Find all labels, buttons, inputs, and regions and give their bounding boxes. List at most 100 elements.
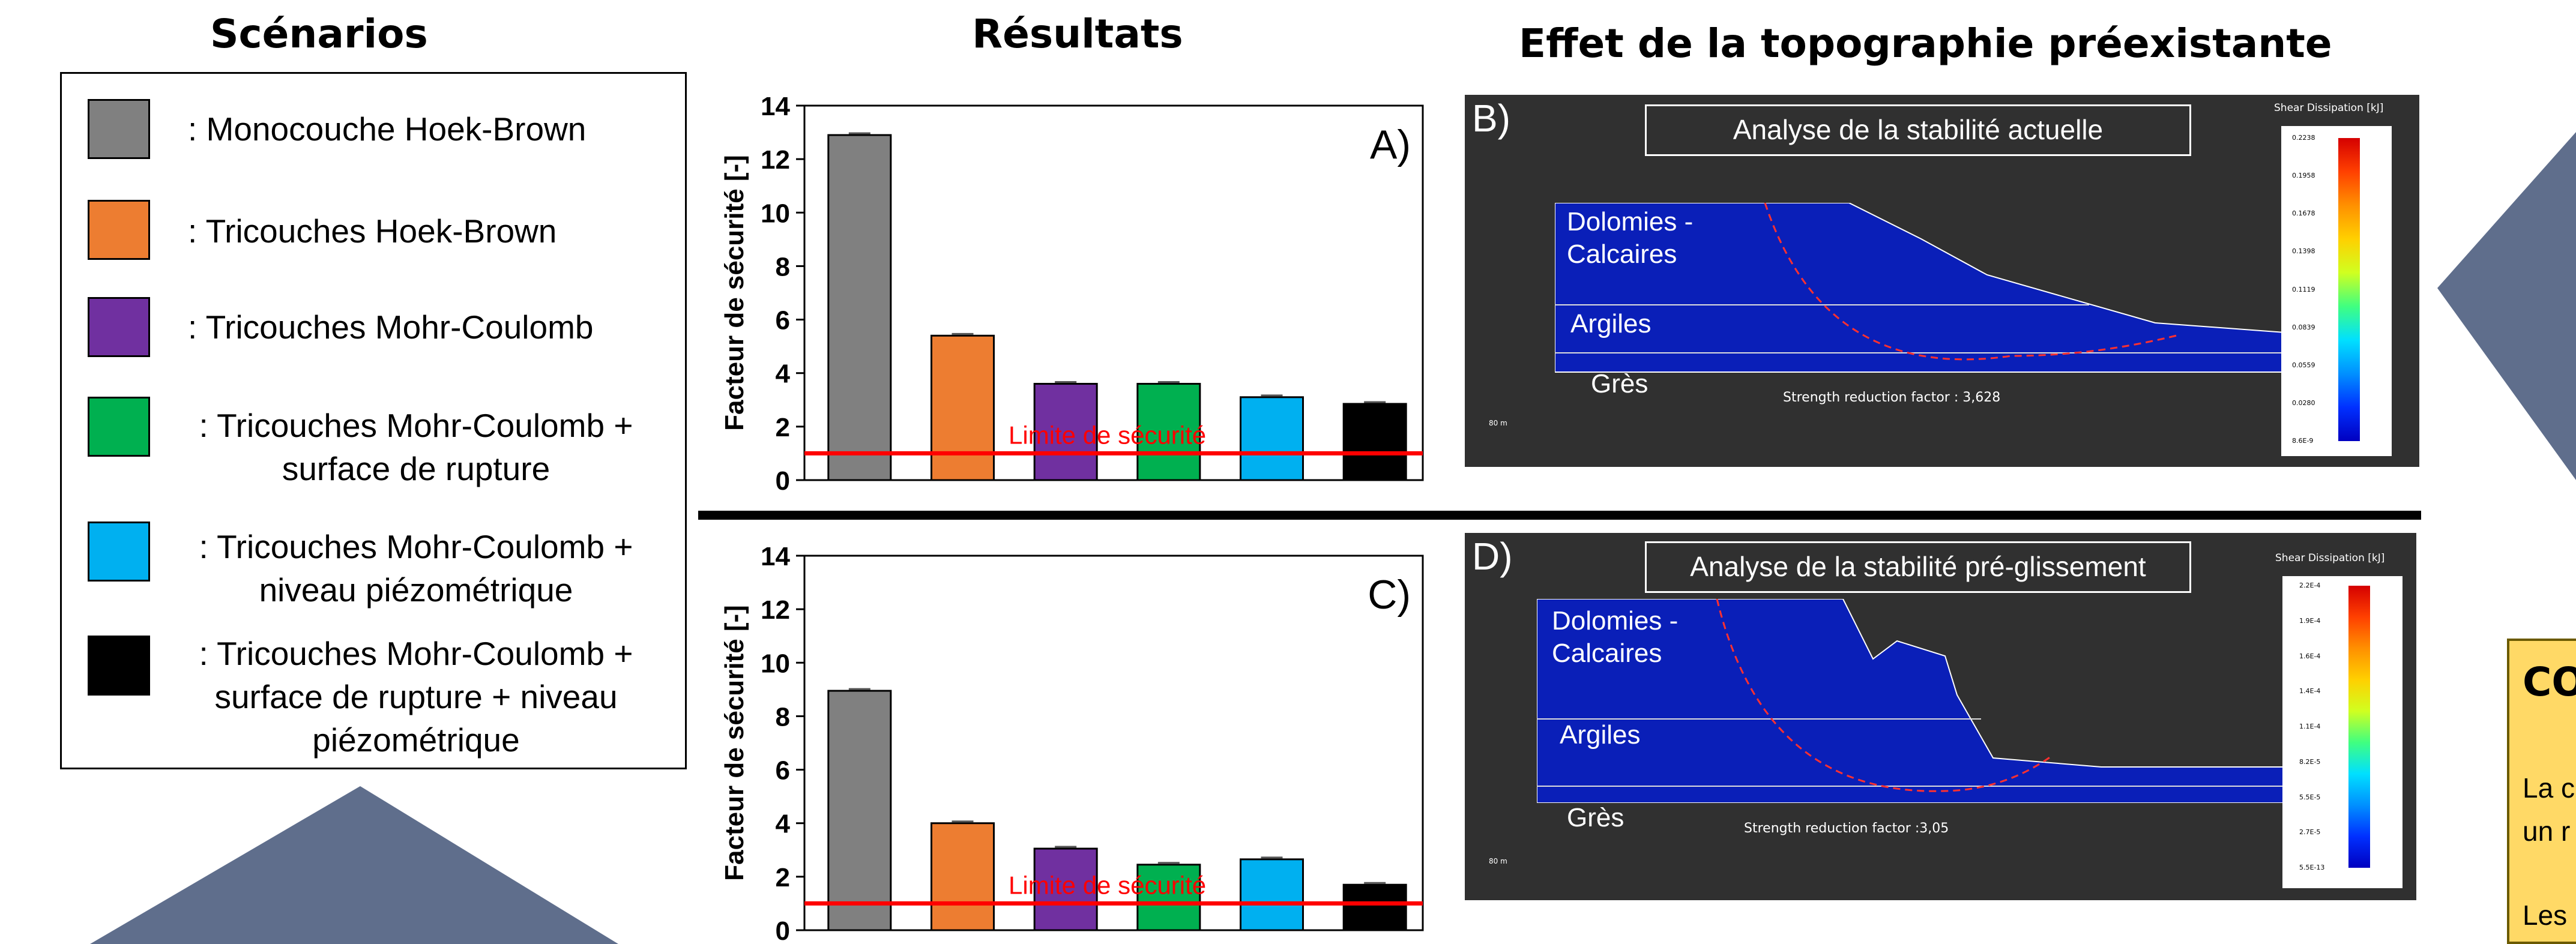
- scale-label-d: 80 m: [1489, 857, 1507, 865]
- colorbar-tick-label: 0.0839: [2292, 323, 2315, 331]
- layer-label-gres-d: Grès: [1567, 803, 1624, 832]
- bar: [1342, 883, 1407, 931]
- plot-frame: [803, 104, 1424, 481]
- y-axis-label: Facteur de sécurité [-]: [720, 605, 749, 881]
- threshold-label: Limite de sécurité: [1009, 871, 1206, 899]
- legend-label: : Monocouche Hoek-Brown: [188, 110, 587, 148]
- colorbar-tick-label: 5.5E-13: [2299, 864, 2325, 871]
- chart-a: 0 2 4 6 8 10 12 14 Facteur de sécurité [-] Limite…: [720, 92, 1424, 492]
- colorbar-tick-label: 2.2E-4: [2299, 582, 2321, 589]
- colorbar-tick-label: 5.5E-5: [2299, 793, 2321, 801]
- colorbar-tick-label: 1.9E-4: [2299, 616, 2321, 625]
- layer-label-dolomies-b: Dolomies - Calcaires: [1567, 207, 1694, 269]
- divider: [698, 511, 2421, 520]
- panel-label: C): [1368, 572, 1411, 618]
- slope-model-d: [1537, 599, 2299, 803]
- layer-label-dolomies-d: Dolomies - Calcaires: [1552, 606, 1679, 668]
- srf-label-b: Strength reduction factor : 3,628: [1783, 390, 2001, 405]
- arrow-up-icon: [90, 786, 618, 944]
- bar: [1240, 396, 1304, 481]
- srf-label-d: Strength reduction factor :3,05: [1744, 821, 1949, 836]
- scenario-legend: : Monocouche Hoek-Brown : Tricouches Hoe…: [60, 72, 687, 769]
- conclusion-line: Les: [2523, 900, 2568, 931]
- bar: [1033, 383, 1098, 481]
- legend-swatch-mc-rupture: [88, 397, 150, 457]
- colorbar-d: [2348, 586, 2370, 868]
- bar: [1136, 864, 1201, 931]
- y-tick-label: 14: [761, 92, 790, 121]
- topography-header: Effet de la topographie préexistante: [1519, 20, 2332, 67]
- colorbar-tick-label: 8.6E-9: [2292, 437, 2314, 445]
- y-tick-label: 0: [776, 466, 790, 492]
- panel-label: A): [1370, 122, 1411, 167]
- y-tick-label: 8: [776, 702, 790, 732]
- chart-c: 0 2 4 6 8 10 12 14 Facteur de sécurité [-] Limite…: [720, 542, 1424, 944]
- legend-label: : Tricouches Mohr-Coulomb: [188, 308, 594, 346]
- layer-label-gres-b: Grès: [1591, 369, 1648, 398]
- y-tick-label: 4: [776, 810, 791, 839]
- legend-label: : Tricouches Mohr-Coulomb + surface de r…: [199, 407, 633, 487]
- colorbar-tick-label: 0.1958: [2292, 172, 2315, 180]
- colorbar-tick-label: 0.1678: [2292, 209, 2315, 218]
- legend-swatch-mc-piezo: [88, 522, 150, 582]
- conclusion-box: CO La c un r Les: [2507, 639, 2576, 944]
- colorbar-tick-label: 0.1119: [2292, 285, 2315, 293]
- simulation-panel-d: D) Analyse de la stabilité pré-glissemen…: [1465, 533, 2416, 900]
- y-tick-label: 10: [761, 199, 790, 228]
- arrow-left-icon: [2437, 132, 2576, 480]
- y-tick-label: 14: [761, 542, 790, 571]
- legend-label: : Tricouches Mohr-Coulomb + surface de r…: [199, 635, 633, 759]
- colorbar-title-b: Shear Dissipation [kJ]: [2274, 102, 2384, 114]
- bar: [827, 134, 892, 481]
- legend-swatch-tricouches-hb: [88, 200, 150, 260]
- legend-label: : Tricouches Hoek-Brown: [188, 212, 557, 250]
- plot-frame: [803, 555, 1424, 931]
- scale-label-b: 80 m: [1489, 419, 1507, 427]
- layer-label-argiles-b: Argiles: [1570, 309, 1651, 338]
- y-tick-label: 12: [761, 145, 790, 175]
- y-tick-label: 4: [776, 359, 791, 389]
- colorbar-title-d: Shear Dissipation [kJ]: [2275, 552, 2385, 564]
- legend-swatch-mc-rupture-piezo: [88, 636, 150, 696]
- colorbar-tick-label: 0.0559: [2292, 361, 2315, 369]
- panel-label-d: D): [1472, 535, 1513, 578]
- y-tick-label: 6: [776, 306, 790, 335]
- legend-swatch-tricouches-mc: [88, 297, 150, 357]
- y-tick-label: 0: [776, 916, 790, 944]
- bar: [1136, 383, 1201, 481]
- sim-d-title: Analyse de la stabilité pré-glissement: [1645, 541, 2191, 593]
- colorbar-panel-b: Shear Dissipation [kJ] 0.2238 0.1958 0.167…: [2274, 102, 2392, 456]
- bar: [1033, 847, 1098, 931]
- slope-model-b: [1555, 203, 2317, 373]
- y-tick-label: 12: [761, 595, 790, 625]
- results-header: Résultats: [972, 11, 1183, 57]
- colorbar-tick-label: 2.7E-5: [2299, 828, 2321, 837]
- legend-label: : Tricouches Mohr-Coulomb + niveau piézo…: [199, 528, 633, 609]
- scenarios-header: Scénarios: [210, 11, 428, 57]
- y-tick-label: 10: [761, 649, 790, 678]
- colorbar-tick-label: 1.4E-4: [2299, 687, 2321, 696]
- conclusion-line: un r: [2523, 816, 2571, 847]
- y-tick-label: 6: [776, 756, 790, 786]
- layer-label-argiles-d: Argiles: [1560, 720, 1641, 750]
- colorbar-panel-d: Shear Dissipation [kJ] 2.2E-4 1.9E-4 1.6E-…: [2275, 552, 2403, 888]
- legend-swatch-monocouche-hb: [88, 99, 150, 159]
- bar: [931, 334, 995, 481]
- colorbar-tick-label: 0.0280: [2292, 398, 2315, 407]
- y-tick-label: 2: [776, 863, 790, 892]
- sim-b-title: Analyse de la stabilité actuelle: [1645, 104, 2191, 156]
- threshold-label: Limite de sécurité: [1009, 421, 1206, 449]
- colorbar-tick-label: 1.6E-4: [2299, 652, 2321, 660]
- colorbar-tick-label: 0.1398: [2292, 247, 2315, 256]
- bar: [1342, 403, 1407, 481]
- bar: [1240, 858, 1304, 931]
- conclusion-title: CO: [2523, 659, 2576, 705]
- colorbar-tick-label: 8.2E-5: [2299, 757, 2321, 766]
- colorbar-tick-label: 1.1E-4: [2299, 723, 2321, 730]
- simulation-panel-b: B) Analyse de la stabilité actuelle Dolo…: [1465, 95, 2419, 467]
- conclusion-line: La c: [2523, 772, 2575, 804]
- bar: [827, 690, 892, 931]
- bar: [931, 822, 995, 931]
- y-tick-label: 8: [776, 252, 790, 281]
- colorbar-tick-label: 0.2238: [2292, 134, 2315, 142]
